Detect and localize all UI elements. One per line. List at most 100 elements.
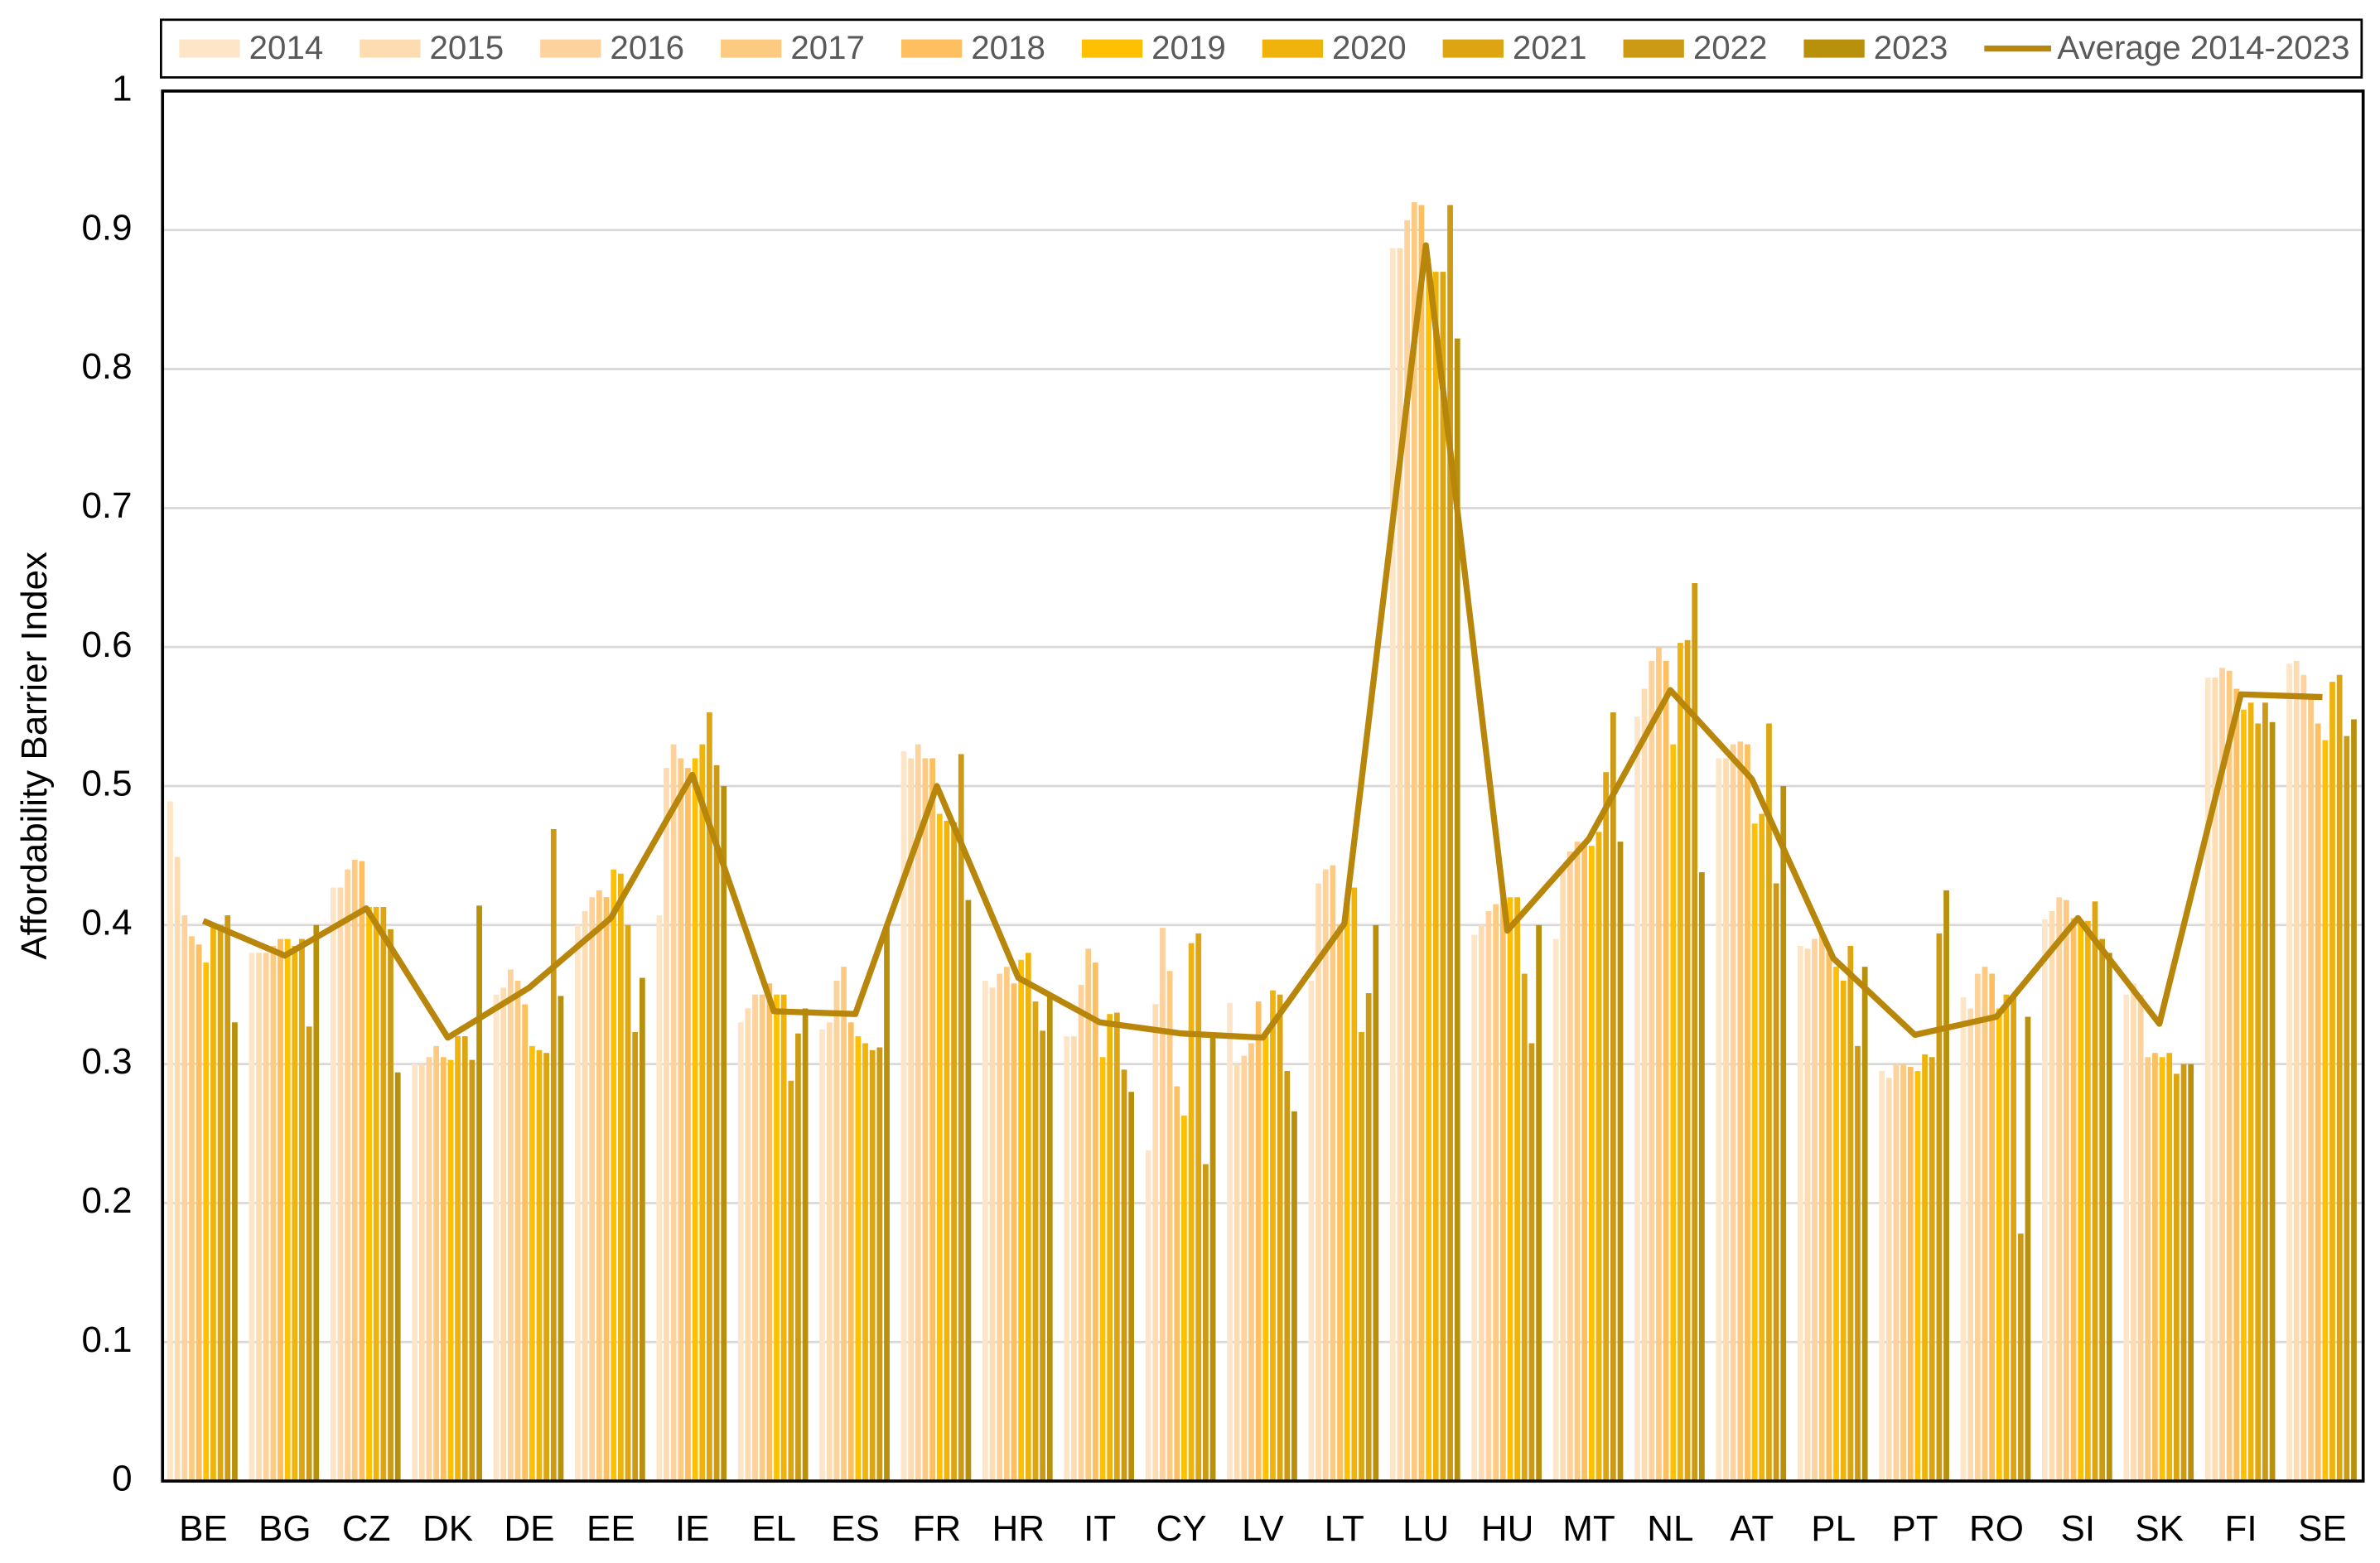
legend-label: 2018 [971,29,1045,66]
bar [1284,1071,1291,1482]
bar [1308,980,1315,1482]
y-tick-label: 0.7 [81,485,132,526]
bar [2106,953,2112,1482]
bar [1751,823,1758,1482]
bar [1160,928,1166,1482]
bar [699,744,706,1482]
bar [1737,741,1744,1482]
bar [292,945,298,1482]
bar [351,859,358,1482]
x-tick-label: DE [504,1508,554,1549]
bar [543,1053,550,1482]
bar [2174,1073,2180,1482]
bar [670,744,677,1482]
bar [440,1057,447,1482]
bar [1373,924,1379,1482]
bar [2336,674,2343,1482]
bar [1365,993,1372,1482]
bar [589,897,596,1482]
bar [558,996,564,1482]
bar [1521,973,1528,1482]
x-tick-label: EL [751,1508,796,1549]
bar [1181,1115,1187,1482]
bar [855,1036,862,1482]
bar [1121,1069,1127,1482]
bar [550,829,557,1482]
y-tick-label: 0.2 [81,1180,132,1221]
bar [2269,721,2276,1482]
bar [2011,994,2016,1482]
bar [412,1064,418,1482]
bar [2286,663,2292,1482]
bar [1929,1057,1935,1482]
bar [1818,932,1825,1482]
bar [759,994,765,1482]
x-tick-label: FI [2225,1508,2257,1549]
bar [337,887,344,1482]
x-tick-label: IE [675,1508,710,1549]
bar [1128,1092,1135,1482]
bar [426,1057,432,1482]
bar [737,1022,744,1482]
bar [2219,668,2225,1482]
legend-swatch [1262,39,1324,58]
bar [2293,660,2300,1482]
bar [1514,897,1521,1482]
bar [1195,933,1202,1482]
bar [2145,1057,2151,1482]
bar [1922,1054,1928,1482]
legend-swatch [1803,39,1865,58]
bar [299,938,305,1482]
legend-swatch [1623,39,1684,58]
legend-swatch [360,39,421,58]
bar [1188,943,1195,1482]
legend-label: 2019 [1151,29,1226,66]
bar [313,924,320,1482]
bar [752,994,758,1482]
bar [929,758,935,1482]
bar [1233,1064,1240,1482]
bar [876,1047,883,1482]
bar [2056,897,2063,1482]
bar [2063,900,2069,1482]
bar [210,924,216,1482]
bar [469,1059,476,1482]
bar [394,1072,401,1482]
bar [1855,1045,1861,1482]
bar [1248,1043,1254,1482]
bar [2123,994,2130,1482]
bar [232,1022,238,1482]
bar [965,900,972,1482]
bar [944,820,950,1482]
bar [1536,924,1542,1482]
bar [1893,1064,1900,1482]
bar [359,861,365,1482]
legend-swatch [721,39,782,58]
bar [1322,869,1329,1482]
bar [256,953,262,1482]
bar [707,712,712,1482]
x-tick-label: RO [1969,1508,2024,1549]
bar [1078,984,1084,1482]
bar [1833,967,1839,1482]
legend-label: 2016 [610,29,684,66]
bar [1351,887,1358,1482]
bar [900,751,907,1482]
x-tick-label: LT [1325,1508,1364,1549]
bar [1270,990,1276,1482]
bar [2212,678,2218,1482]
bar [1885,1078,1892,1482]
bar [1567,851,1573,1482]
y-axis-title: Affordability Barrier Index [14,552,55,960]
bar [1730,744,1736,1482]
legend-label: 2015 [430,29,504,66]
bar [1426,272,1431,1482]
bar [174,856,181,1482]
bar [1389,248,1396,1482]
y-tick-label: 0 [112,1459,132,1499]
bar [447,1059,454,1482]
bar [1692,582,1698,1482]
bar [1716,758,1722,1482]
bar [1485,911,1492,1482]
